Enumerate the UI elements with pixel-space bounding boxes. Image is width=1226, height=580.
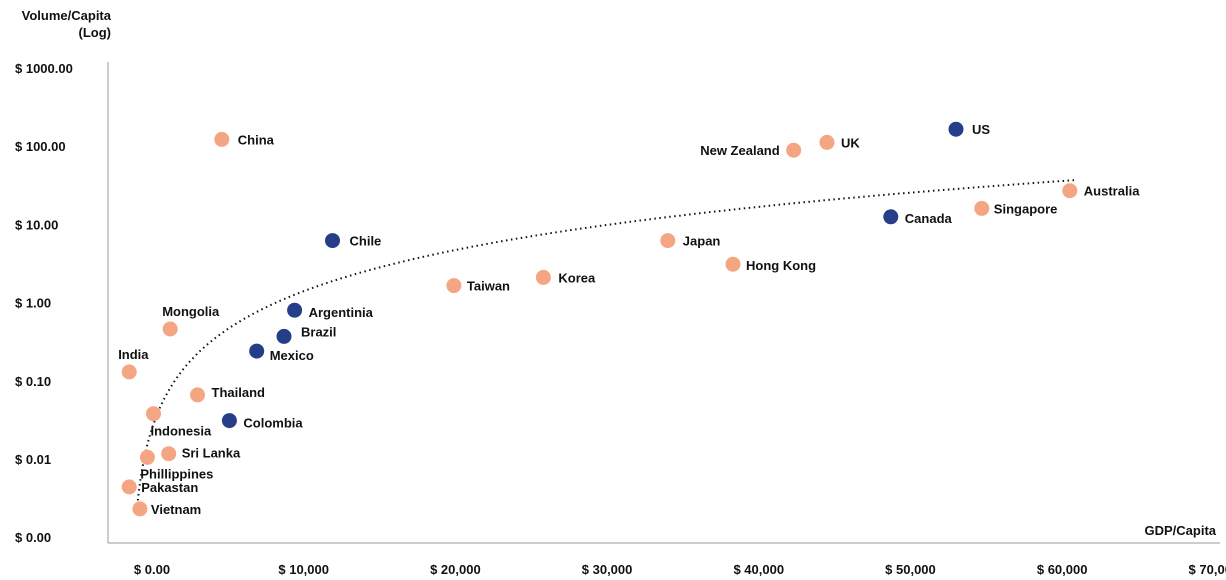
point-label: New Zealand — [700, 143, 780, 158]
y-axis-title-line1: Volume/Capita — [22, 8, 112, 23]
point-label: Thailand — [212, 385, 266, 400]
point-label: Argentinia — [309, 305, 374, 320]
y-tick-label: $ 0.00 — [15, 530, 51, 545]
point-label: Sri Lanka — [182, 446, 241, 461]
point-argentinia — [287, 302, 303, 318]
x-tick-label: $ 70,000 — [1189, 562, 1226, 577]
point-label: UK — [841, 135, 860, 150]
x-tick-label: $ 40,000 — [733, 562, 784, 577]
point-indonesia — [146, 406, 161, 422]
point-mexico — [249, 343, 265, 359]
y-tick-label: $ 0.01 — [15, 452, 51, 467]
point-uk — [819, 134, 835, 150]
point-label: Australia — [1084, 184, 1140, 199]
y-tick-label: $ 100.00 — [15, 139, 66, 154]
y-axis-title-line2: (Log) — [79, 25, 111, 40]
point-sri-lanka — [161, 446, 177, 462]
point-us — [948, 121, 964, 137]
point-label: India — [118, 347, 149, 362]
point-china — [214, 131, 230, 147]
x-tick-label: $ 50,000 — [885, 562, 936, 577]
point-label: Korea — [558, 270, 596, 285]
point-label: China — [238, 132, 275, 147]
point-label: Colombia — [243, 416, 303, 431]
x-tick-label: $ 0.00 — [134, 562, 170, 577]
data-points — [121, 121, 1078, 517]
point-label: Mexico — [270, 348, 314, 363]
data-point-labels: China US UK New Zealand Australia Singapore Ca… — [118, 122, 1140, 517]
point-pakastan — [121, 479, 137, 495]
point-label: Japan — [683, 234, 721, 249]
point-thailand — [190, 387, 205, 403]
y-tick-labels: $ 1000.00 $ 100.00 $ 10.00 $ 1.00 $ 0.10 $ 0.… — [15, 61, 73, 545]
point-mongolia — [162, 321, 178, 337]
point-label: Brazil — [301, 324, 336, 339]
x-tick-label: $ 30,000 — [582, 562, 633, 577]
point-label: Mongolia — [162, 304, 220, 319]
x-tick-label: $ 60,000 — [1037, 562, 1088, 577]
point-colombia — [221, 413, 237, 429]
x-tick-label: $ 20,000 — [430, 562, 481, 577]
point-label: Vietnam — [151, 502, 201, 517]
point-hong-kong — [725, 256, 741, 272]
point-australia — [1062, 183, 1078, 199]
y-tick-label: $ 0.10 — [15, 374, 51, 389]
point-label: Hong Kong — [746, 258, 816, 273]
point-label: Singapore — [994, 201, 1058, 216]
point-canada — [883, 209, 899, 225]
point-singapore — [974, 200, 990, 216]
trendline — [135, 179, 1078, 511]
point-new-zealand — [786, 142, 802, 158]
point-label: Canada — [905, 211, 953, 226]
y-tick-label: $ 1000.00 — [15, 61, 73, 76]
point-vietnam — [132, 501, 148, 517]
point-chile — [325, 233, 340, 249]
point-taiwan — [446, 278, 462, 294]
axes — [107, 62, 1220, 544]
point-brazil — [276, 328, 292, 344]
x-axis-title: GDP/Capita — [1144, 523, 1216, 538]
point-label: Indonesia — [151, 424, 212, 439]
point-label: Pakastan — [141, 480, 198, 495]
point-phillippines — [139, 449, 155, 465]
y-tick-label: $ 1.00 — [15, 296, 51, 311]
point-korea — [535, 269, 551, 285]
point-label: Phillippines — [140, 466, 213, 481]
y-tick-label: $ 10.00 — [15, 217, 58, 232]
x-tick-labels: $ 0.00 $ 10,000 $ 20,000 $ 30,000 $ 40,000 $ … — [134, 562, 1226, 577]
point-label: Chile — [350, 234, 382, 249]
point-label: US — [972, 122, 990, 137]
point-india — [121, 364, 137, 380]
point-label: Taiwan — [467, 279, 510, 294]
x-tick-label: $ 10,000 — [278, 562, 329, 577]
point-japan — [660, 233, 676, 249]
